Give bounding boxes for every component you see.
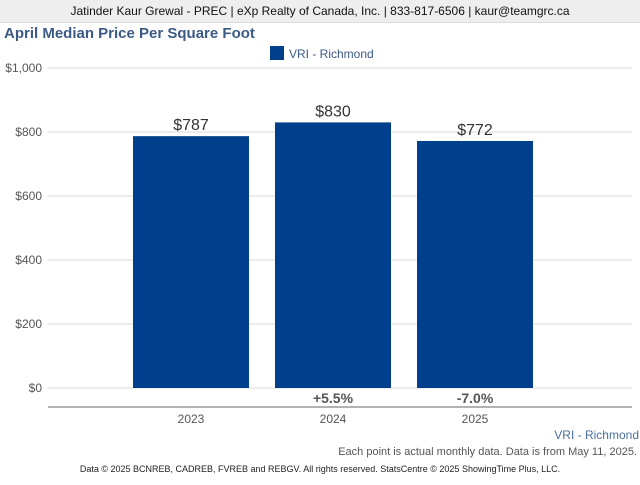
y-tick-label: $400: [15, 253, 42, 267]
legend-label: VRI - Richmond: [289, 47, 374, 61]
header-bar: Jatinder Kaur Grewal - PREC | eXp Realty…: [0, 0, 640, 23]
percent-change-label: -7.0%: [457, 390, 494, 406]
bar: [275, 122, 391, 389]
copyright-footer: Data © 2025 BCNREB, CADREB, FVREB and RE…: [79, 464, 561, 474]
y-tick-label: $1,000: [5, 61, 42, 75]
percent-change-label: +5.5%: [313, 390, 354, 406]
legend-swatch: [270, 46, 284, 60]
y-tick-label: $0: [29, 381, 43, 395]
x-tick-label: 2023: [178, 412, 205, 426]
bar: [133, 136, 249, 388]
bar-value-label: $772: [457, 122, 493, 139]
series-source-label: VRI - Richmond: [554, 428, 639, 442]
bar-value-label: $830: [315, 103, 351, 120]
x-tick-label: 2024: [320, 412, 347, 426]
y-tick-label: $600: [15, 189, 42, 203]
data-note: Each point is actual monthly data. Data …: [338, 446, 637, 458]
y-tick-label: $200: [15, 317, 42, 331]
bar: [417, 140, 533, 388]
chart-title: April Median Price Per Square Foot: [4, 25, 255, 42]
y-tick-label: $800: [15, 125, 42, 139]
bar-value-label: $787: [173, 117, 209, 134]
x-tick-label: 2025: [462, 412, 489, 426]
agent-contact-text: Jatinder Kaur Grewal - PREC | eXp Realty…: [70, 4, 570, 18]
